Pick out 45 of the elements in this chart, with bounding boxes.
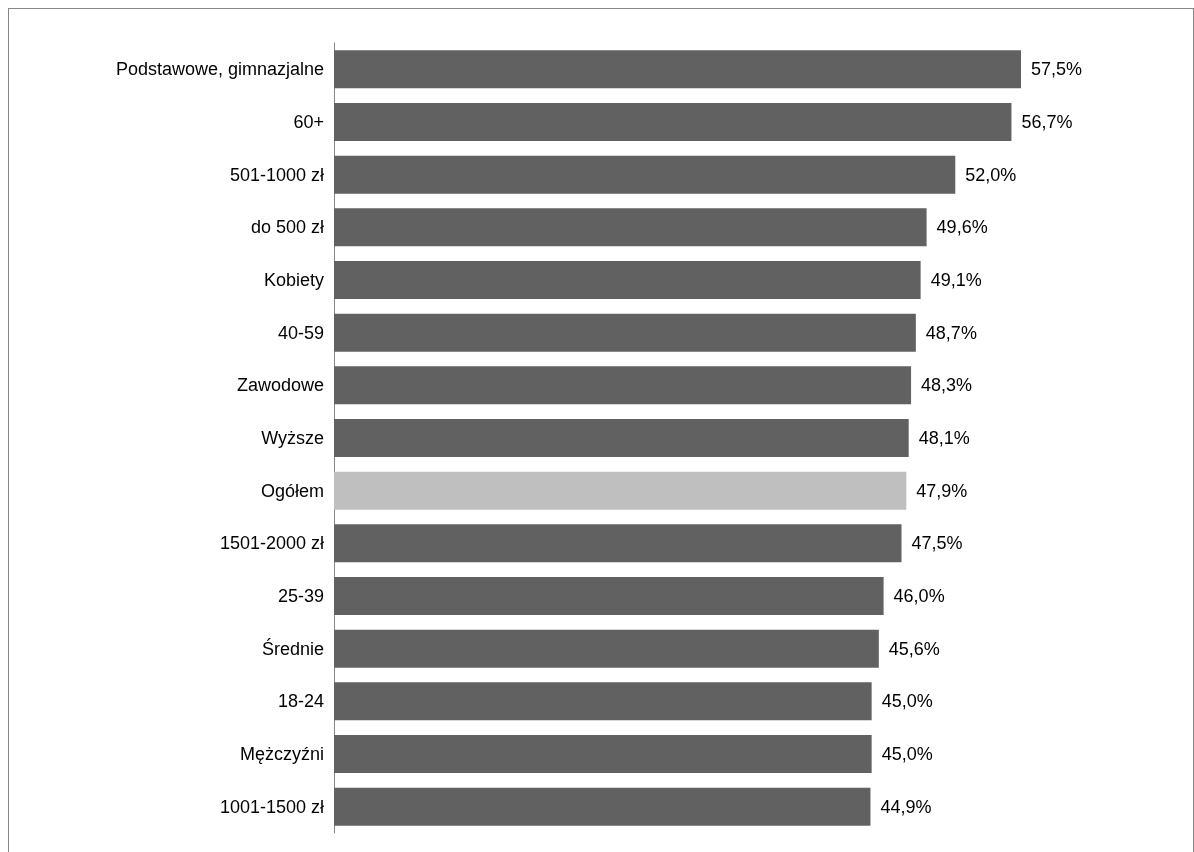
y-tick-label: 25-39 <box>277 586 324 606</box>
data-label: 48,1% <box>918 428 970 448</box>
bar <box>334 103 1012 141</box>
data-label: 47,9% <box>916 480 968 501</box>
y-tick-label: do 500 zł <box>250 217 324 238</box>
data-label: 45,0% <box>881 744 933 764</box>
bar <box>334 419 909 457</box>
bar <box>334 524 902 563</box>
y-tick-label: Zawodowe <box>236 375 324 396</box>
y-tick-label: Kobiety <box>263 270 324 290</box>
data-label: 57,5% <box>1030 59 1083 80</box>
y-tick-label: 40-59 <box>277 322 324 343</box>
bar <box>334 50 1021 89</box>
y-tick-label: 501-1000 zł <box>229 164 324 185</box>
data-label: 45,6% <box>888 638 940 659</box>
data-label: 45,0% <box>881 691 933 712</box>
y-tick-label: 1001-1500 zł <box>219 796 324 817</box>
bar <box>334 155 956 194</box>
data-label: 52,0% <box>965 164 1017 185</box>
data-label: 56,7% <box>1021 112 1073 132</box>
bar <box>334 208 927 247</box>
y-tick-label: Ogółem <box>260 480 324 501</box>
bar <box>334 682 872 721</box>
bar <box>334 735 872 773</box>
data-label: 48,3% <box>921 375 973 396</box>
y-tick-label: Mężczyźni <box>239 744 324 764</box>
data-label: 48,7% <box>925 322 977 343</box>
bar <box>334 787 871 826</box>
data-label: 46,0% <box>893 586 945 606</box>
bar <box>334 366 912 405</box>
y-tick-label: Wyższe <box>261 428 324 448</box>
y-tick-label: 1501-2000 zł <box>219 533 324 554</box>
y-tick-label: 60+ <box>293 112 324 132</box>
data-label: 49,1% <box>930 270 982 290</box>
data-label: 44,9% <box>880 796 932 817</box>
bar <box>334 629 879 668</box>
bar <box>334 313 916 352</box>
bar <box>334 261 921 299</box>
data-label: 49,6% <box>936 217 988 238</box>
bar <box>334 471 907 510</box>
data-label: 47,5% <box>911 533 963 554</box>
y-tick-label: Średnie <box>261 637 324 659</box>
y-tick-label: Podstawowe, gimnazjalne <box>115 59 324 80</box>
y-tick-label: 18-24 <box>277 691 324 712</box>
bar <box>334 577 884 615</box>
